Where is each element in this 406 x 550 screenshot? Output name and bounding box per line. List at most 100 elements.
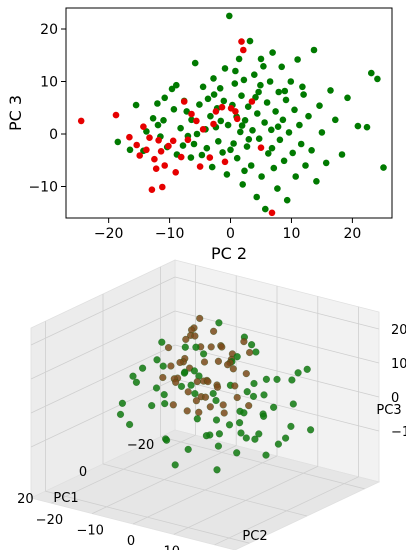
data-point-red — [143, 146, 150, 154]
data-point-red — [159, 183, 166, 191]
data-point-green — [272, 108, 279, 115]
data-point-red — [152, 165, 160, 172]
data-point-green — [220, 97, 228, 105]
data-point-red — [188, 110, 195, 118]
data-point-red — [146, 134, 153, 141]
data-point-3d-brown — [196, 314, 204, 323]
data-point-green — [269, 49, 276, 56]
data-point-green — [257, 55, 265, 63]
data-point-green — [266, 78, 274, 85]
data-point-3d-green — [294, 369, 302, 377]
data-point-green — [302, 162, 309, 169]
data-point-green — [190, 140, 198, 148]
data-point-3d-green — [236, 419, 244, 427]
data-point-3d-green — [249, 392, 258, 401]
data-point-3d-brown — [207, 343, 215, 351]
data-point-green — [191, 59, 199, 67]
data-point-3d-green — [116, 410, 125, 419]
data-point-red — [165, 142, 172, 150]
data-point-green — [154, 121, 162, 129]
data-point-red — [169, 137, 177, 145]
data-point-3d-brown — [210, 327, 218, 335]
data-point-3d-green — [158, 338, 166, 346]
data-point-green — [283, 196, 291, 204]
data-point-green — [270, 164, 278, 172]
data-point-green — [238, 122, 246, 129]
data-point-green — [114, 138, 122, 146]
data-point-green — [207, 112, 214, 120]
data-point-3d-green — [132, 378, 141, 386]
data-point-green — [244, 103, 252, 110]
data-point-3d-brown — [206, 403, 214, 411]
data-point-3d-green — [152, 384, 161, 392]
x-tick-label: 0 — [226, 226, 235, 242]
data-point-red — [218, 103, 226, 111]
data-point-green — [318, 129, 326, 136]
data-point-3d-green — [193, 415, 201, 423]
pc2-tick-label: 10 — [164, 544, 181, 550]
data-point-green — [257, 81, 264, 89]
data-point-3d-green — [274, 440, 283, 448]
data-point-green — [227, 146, 234, 154]
data-point-3d-brown — [192, 397, 201, 405]
data-point-green — [208, 163, 216, 171]
data-point-3d-green — [148, 402, 156, 410]
data-point-green — [268, 144, 276, 152]
gridline — [173, 466, 318, 535]
pc2-tick-label: −20 — [36, 513, 63, 528]
data-point-green — [289, 149, 297, 157]
pc2-tick-label: −10 — [76, 524, 103, 539]
data-point-3d-green — [129, 372, 137, 380]
data-point-green — [223, 171, 231, 178]
data-point-3d-green — [187, 381, 195, 389]
data-point-red — [157, 148, 165, 155]
data-point-green — [224, 121, 232, 129]
data-point-red — [199, 126, 207, 133]
data-point-3d-brown — [218, 343, 226, 351]
data-point-green — [279, 116, 287, 124]
data-point-green — [231, 80, 239, 87]
data-point-3d-green — [192, 343, 200, 351]
data-point-green — [281, 87, 289, 95]
data-point-green — [282, 96, 290, 104]
gridline — [51, 434, 196, 504]
data-point-green — [216, 85, 224, 92]
data-point-3d-green — [233, 449, 241, 457]
data-point-green — [368, 69, 375, 77]
data-point-red — [240, 46, 247, 54]
data-point-3d-brown — [242, 370, 250, 378]
data-point-3d-green — [248, 341, 256, 349]
data-point-green — [263, 99, 271, 106]
data-point-green — [215, 138, 222, 145]
x-tick-label: −10 — [155, 226, 185, 242]
data-point-green — [143, 128, 150, 135]
data-point-3d-green — [118, 399, 127, 407]
data-point-3d-brown — [214, 357, 223, 365]
data-point-red — [172, 169, 179, 176]
data-point-red — [184, 136, 192, 144]
data-point-3d-green — [184, 445, 192, 454]
data-point-green — [313, 178, 320, 185]
data-point-3d-brown — [233, 393, 241, 402]
data-point-green — [327, 87, 334, 94]
data-point-red — [232, 108, 239, 115]
data-point-red — [148, 186, 156, 193]
data-point-red — [257, 144, 265, 151]
data-point-3d-brown — [229, 365, 237, 373]
data-point-red — [206, 154, 214, 161]
data-point-3d-green — [273, 375, 281, 384]
data-point-red — [196, 163, 204, 170]
data-point-3d-green — [282, 434, 290, 442]
data-point-3d-green — [260, 391, 268, 399]
data-point-3d-green — [191, 390, 199, 398]
data-point-green — [179, 142, 187, 149]
data-point-3d-green — [251, 435, 259, 443]
data-point-3d-green — [209, 389, 217, 398]
pc2-tick-label: 0 — [127, 534, 135, 549]
data-point-3d-green — [233, 353, 241, 361]
y-tick-label: 10 — [40, 75, 58, 91]
data-point-3d-brown — [220, 409, 228, 417]
data-point-green — [274, 123, 282, 130]
data-point-red — [126, 133, 133, 141]
